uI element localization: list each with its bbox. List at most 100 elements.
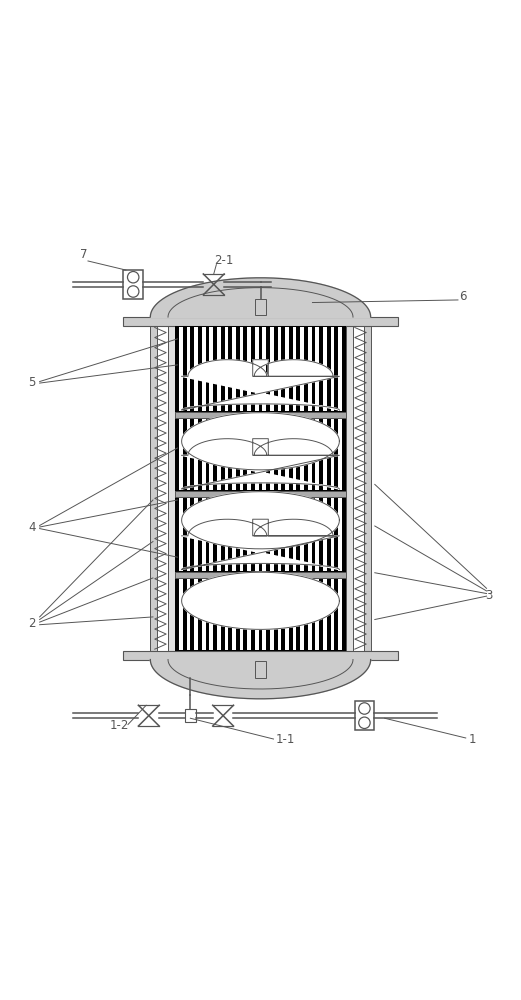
Bar	[300, 498, 304, 571]
Bar	[285, 327, 289, 411]
Bar	[308, 327, 312, 411]
Bar	[185, 709, 195, 722]
Bar	[123, 651, 398, 660]
Bar	[255, 579, 258, 650]
Bar	[179, 579, 183, 650]
Text: 5: 5	[28, 376, 35, 389]
Bar	[247, 419, 251, 490]
Bar	[194, 327, 198, 411]
Bar	[330, 419, 334, 490]
Bar	[247, 579, 251, 650]
Bar	[209, 327, 213, 411]
Bar	[232, 419, 236, 490]
Bar	[315, 327, 319, 411]
Bar	[346, 326, 353, 651]
Bar	[175, 418, 346, 491]
Bar	[315, 579, 319, 650]
Bar	[240, 579, 243, 650]
Bar	[263, 327, 266, 411]
Bar	[255, 299, 266, 315]
Bar	[225, 419, 228, 490]
Bar	[240, 327, 243, 411]
Bar	[330, 498, 334, 571]
Bar	[270, 498, 274, 571]
Bar	[202, 579, 206, 650]
Bar	[255, 419, 258, 490]
Bar	[255, 661, 266, 678]
Bar	[300, 419, 304, 490]
Bar	[194, 579, 198, 650]
Bar	[187, 498, 191, 571]
Bar	[293, 327, 296, 411]
Bar	[217, 327, 221, 411]
Bar	[315, 498, 319, 571]
Bar	[285, 579, 289, 650]
Bar	[225, 327, 228, 411]
Bar	[175, 491, 346, 497]
Bar	[308, 579, 312, 650]
Bar	[300, 327, 304, 411]
Text: 7: 7	[80, 248, 88, 261]
Bar	[209, 498, 213, 571]
Bar	[151, 326, 157, 651]
Bar	[232, 498, 236, 571]
Bar	[247, 327, 251, 411]
Bar	[323, 327, 327, 411]
Bar	[338, 419, 342, 490]
Polygon shape	[182, 413, 339, 470]
Bar	[330, 579, 334, 650]
Bar	[315, 419, 319, 490]
Polygon shape	[182, 572, 339, 629]
Bar	[323, 419, 327, 490]
Bar	[293, 419, 296, 490]
Bar	[179, 419, 183, 490]
Bar	[338, 327, 342, 411]
Polygon shape	[182, 360, 339, 410]
Bar	[278, 498, 281, 571]
Bar	[240, 498, 243, 571]
Bar	[270, 579, 274, 650]
Bar	[278, 419, 281, 490]
Text: 4: 4	[28, 521, 35, 534]
Bar	[175, 326, 346, 651]
Bar	[338, 579, 342, 650]
Bar	[168, 326, 175, 651]
Bar	[293, 579, 296, 650]
Text: 1-2: 1-2	[110, 719, 129, 732]
Bar	[175, 572, 346, 578]
Bar	[202, 419, 206, 490]
Bar	[285, 419, 289, 490]
Bar	[263, 579, 266, 650]
Bar	[217, 498, 221, 571]
Text: 6: 6	[460, 290, 467, 303]
Circle shape	[358, 717, 370, 728]
Text: 1: 1	[468, 733, 476, 746]
Bar	[285, 498, 289, 571]
Bar	[225, 498, 228, 571]
Bar	[123, 270, 143, 299]
Bar	[300, 579, 304, 650]
Text: 1-1: 1-1	[276, 733, 295, 746]
Bar	[240, 419, 243, 490]
Bar	[270, 327, 274, 411]
Bar	[175, 578, 346, 651]
Circle shape	[128, 272, 139, 283]
Text: 2: 2	[28, 617, 35, 630]
Bar	[179, 498, 183, 571]
Bar	[323, 579, 327, 650]
Bar	[270, 419, 274, 490]
Bar	[293, 498, 296, 571]
Bar	[209, 579, 213, 650]
Bar	[232, 327, 236, 411]
Bar	[308, 419, 312, 490]
Circle shape	[128, 286, 139, 297]
Bar	[175, 497, 346, 572]
Bar	[202, 327, 206, 411]
Bar	[232, 579, 236, 650]
Circle shape	[358, 703, 370, 714]
Bar	[194, 498, 198, 571]
Bar	[217, 579, 221, 650]
Bar	[308, 498, 312, 571]
Bar	[338, 498, 342, 571]
Polygon shape	[151, 278, 370, 317]
